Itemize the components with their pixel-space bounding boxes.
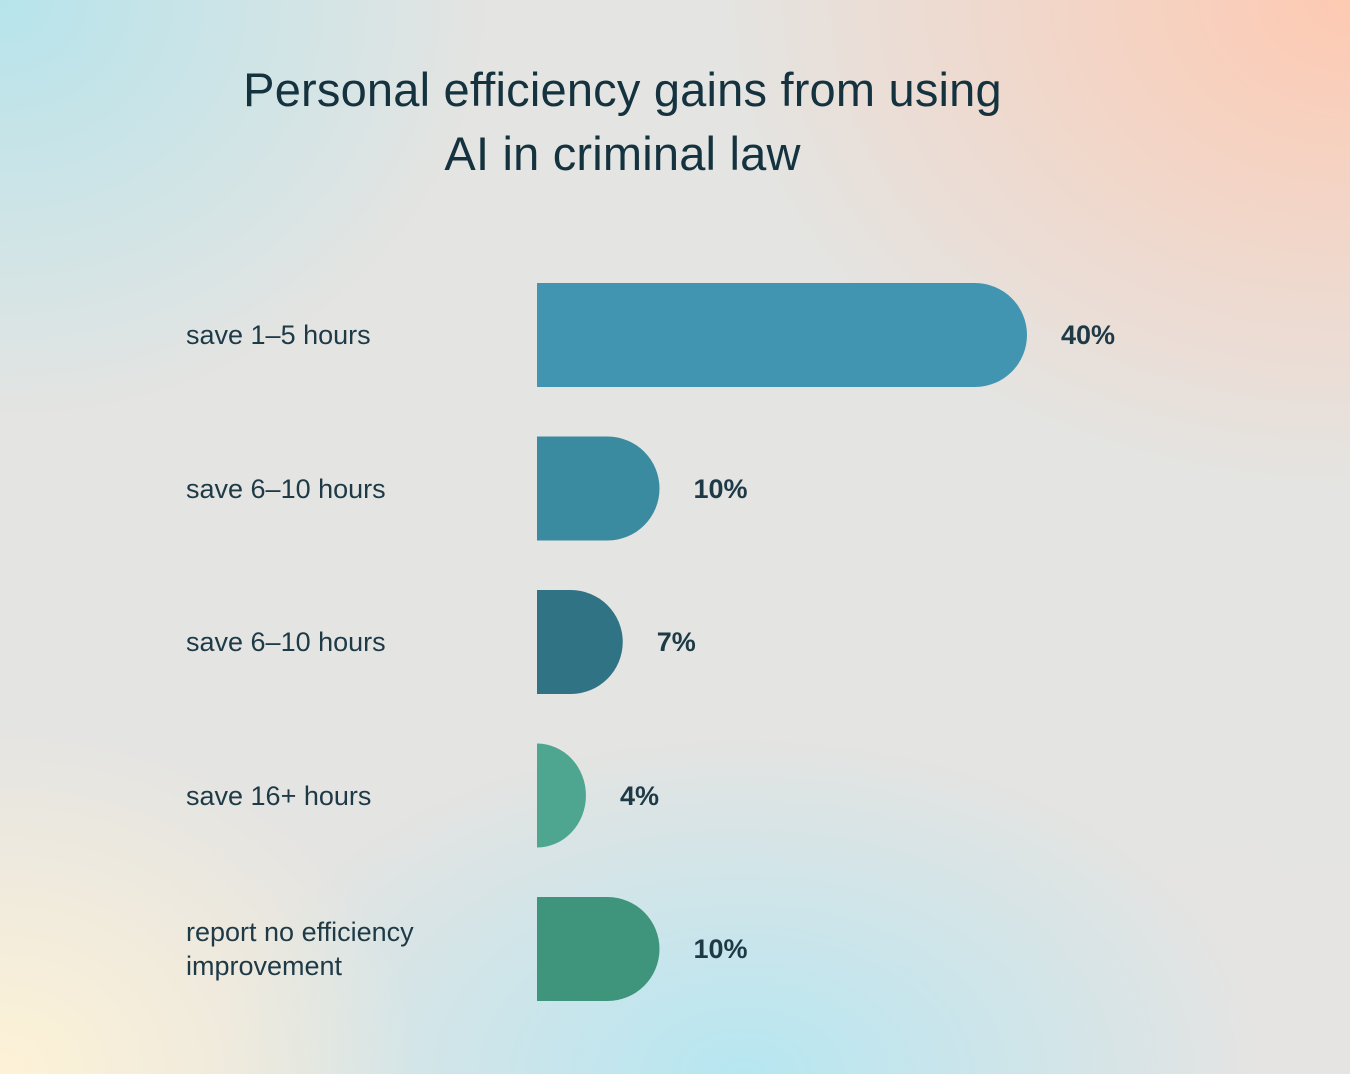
category-label-5: report no efficiency improvement [186,915,506,983]
category-label-4: save 16+ hours [186,779,506,813]
value-label-1: 40% [1061,320,1116,350]
category-label-5-line-2: improvement [186,951,343,981]
category-label-1-line-1: save 1–5 hours [186,320,371,350]
category-label-5-line-1: report no efficiency [186,917,414,947]
chart-title: Personal efficiency gains from using AI … [0,58,1245,186]
category-label-1: save 1–5 hours [186,318,506,352]
category-label-3: save 6–10 hours [186,625,506,659]
bar-4 [537,743,586,848]
category-label-3-line-1: save 6–10 hours [186,627,386,657]
bar-5 [537,897,660,1001]
chart-title-line-2: AI in criminal law [444,127,801,180]
bar-1 [537,283,1027,387]
bar-3 [537,590,623,694]
category-label-4-line-1: save 16+ hours [186,780,372,811]
bar-2 [537,436,660,541]
chart-title-line-1: Personal efficiency gains from using [243,63,1002,116]
category-label-2-line-1: save 6–10 hours [186,473,386,504]
value-label-3: 7% [656,627,696,657]
value-label-4: 4% [620,780,660,811]
value-label-5: 10% [693,934,748,964]
category-label-2: save 6–10 hours [186,472,506,506]
value-label-2: 10% [693,473,748,504]
